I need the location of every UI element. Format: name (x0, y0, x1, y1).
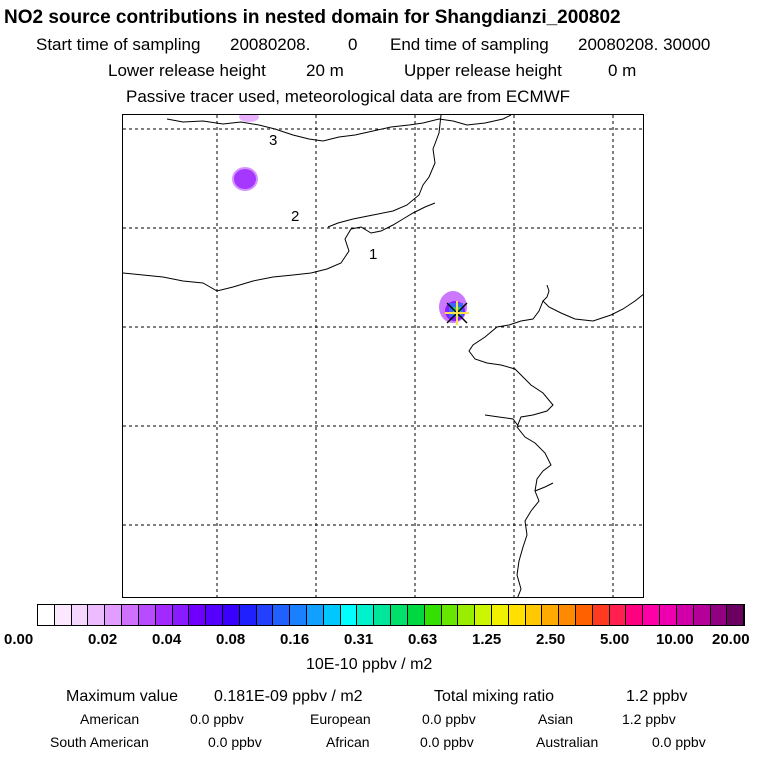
region-value-african: 0.0 ppbv (420, 734, 474, 750)
colorbar-swatch (727, 605, 745, 625)
region-value-australian: 0.0 ppbv (652, 734, 706, 750)
colorbar-swatch (172, 605, 190, 625)
colorbar-swatch (609, 605, 627, 625)
coastline (123, 115, 643, 597)
lower-release-value: 20 m (306, 61, 344, 80)
plume-top (239, 115, 259, 122)
colorbar-swatch (273, 605, 291, 625)
colorbar-swatch (491, 605, 509, 625)
colorbar-swatch (710, 605, 728, 625)
map-panel: 3 2 1 (122, 114, 644, 598)
colorbar-swatch (88, 605, 106, 625)
colorbar-swatch (122, 605, 139, 625)
region-label-1: 1 (369, 246, 377, 263)
lat-lon-grid (123, 115, 643, 597)
colorbar-swatch (256, 605, 274, 625)
colorbar-swatch (357, 605, 375, 625)
colorbar-tick: 10.00 (656, 631, 694, 648)
colorbar-tick: 0.31 (344, 631, 374, 648)
region-name-asian: Asian (538, 711, 574, 727)
lower-release-label: Lower release height (108, 61, 266, 80)
colorbar-swatch (340, 605, 358, 625)
colorbar-swatch (424, 605, 442, 625)
colorbar-swatch (38, 605, 55, 625)
region-label-3: 3 (269, 132, 277, 149)
colorbar-swatch (626, 605, 644, 625)
region-name-european: European (310, 711, 371, 727)
region-value-south-american: 0.0 ppbv (208, 734, 262, 750)
colorbar-swatch (105, 605, 123, 625)
colorbar-tick: 0.04 (152, 631, 182, 648)
colorbar-swatch (693, 605, 711, 625)
region-name-american: American (80, 711, 140, 727)
colorbar-tick: 0.02 (88, 631, 118, 648)
upper-release-label: Upper release height (404, 61, 562, 80)
colorbar-unit: 10E-10 ppbv / m2 (306, 656, 433, 673)
start-time-date: 20080208. (230, 35, 311, 54)
region-label-2: 2 (291, 208, 299, 225)
colorbar-swatch (592, 605, 610, 625)
colorbar-tick: 0.00 (4, 631, 34, 648)
colorbar-swatch (222, 605, 240, 625)
colorbar-swatch (206, 605, 223, 625)
total-mixing-value: 1.2 ppbv (626, 688, 688, 705)
colorbar-swatch (441, 605, 459, 625)
end-time-value: 20080208. 30000 (578, 35, 711, 54)
colorbar-tick: 20.00 (712, 631, 750, 648)
tracer-note: Passive tracer used, meteorological data… (126, 87, 571, 106)
concentration-plumes (232, 115, 467, 323)
region-value-american: 0.0 ppbv (190, 711, 244, 727)
colorbar-swatch (54, 605, 72, 625)
colorbar-swatch (407, 605, 425, 625)
colorbar-swatch (290, 605, 307, 625)
colorbar-swatch (458, 605, 476, 625)
colorbar-swatch (508, 605, 526, 625)
start-time-label: Start time of sampling (36, 35, 201, 54)
colorbar-swatch (323, 605, 341, 625)
colorbar-swatch (660, 605, 677, 625)
colorbar-swatch (643, 605, 661, 625)
region-name-australian: Australian (536, 734, 599, 750)
colorbar-swatch (525, 605, 543, 625)
colorbar-tick: 2.50 (536, 631, 566, 648)
colorbar-tick: 0.08 (216, 631, 246, 648)
colorbar-tick: 0.63 (408, 631, 438, 648)
region-name-south-american: South American (50, 734, 149, 750)
colorbar-swatch (542, 605, 560, 625)
colorbar-tick: 0.16 (280, 631, 310, 648)
max-value: 0.181E-09 ppbv / m2 (214, 688, 363, 705)
page-title: NO2 source contributions in nested domai… (4, 7, 621, 28)
colorbar-swatch (576, 605, 593, 625)
start-time-hour: 0 (348, 35, 358, 54)
colorbar-tick: 5.00 (600, 631, 630, 648)
upper-release-value: 0 m (608, 61, 637, 80)
colorbar-swatch (239, 605, 257, 625)
region-value-european: 0.0 ppbv (422, 711, 476, 727)
colorbar-swatch (391, 605, 408, 625)
colorbar-swatch (559, 605, 576, 625)
colorbar-swatch (307, 605, 324, 625)
colorbar-tick: 1.25 (472, 631, 502, 648)
region-name-african: African (326, 734, 370, 750)
colorbar-swatch (374, 605, 392, 625)
colorbar-swatch (475, 605, 492, 625)
colorbar-swatch (155, 605, 173, 625)
colorbar-swatch (71, 605, 89, 625)
total-mixing-label: Total mixing ratio (434, 688, 555, 705)
colorbar (37, 604, 745, 626)
colorbar-swatch (138, 605, 156, 625)
max-value-label: Maximum value (66, 688, 179, 705)
colorbar-swatch (189, 605, 207, 625)
region-value-asian: 1.2 ppbv (622, 711, 676, 727)
station-marker-icon (445, 301, 469, 325)
end-time-label: End time of sampling (390, 35, 549, 54)
map-canvas: 3 2 1 (123, 115, 643, 597)
colorbar-swatch (676, 605, 694, 625)
